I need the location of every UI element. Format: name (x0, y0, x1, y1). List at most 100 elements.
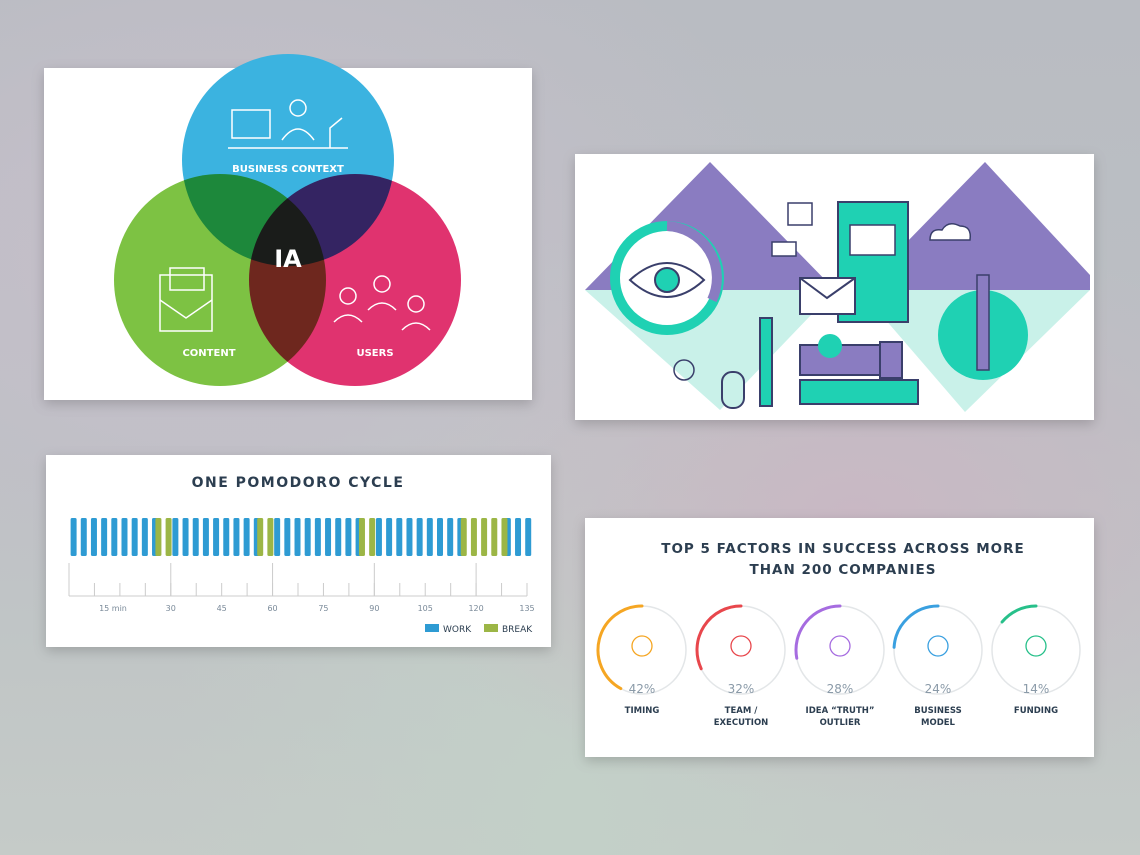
stripe (267, 518, 274, 556)
legend-label: BREAK (502, 625, 533, 635)
x-tick-label: 45 (217, 604, 227, 613)
stripe (396, 518, 403, 556)
segment (257, 518, 274, 556)
legend-swatch (425, 624, 439, 632)
stripe (515, 518, 522, 556)
stripe (213, 518, 220, 556)
stripe (304, 518, 311, 556)
stripe (358, 518, 365, 556)
value-label: 32% (728, 682, 755, 696)
ring-arc (892, 604, 940, 649)
stripe (501, 518, 508, 556)
stripe (155, 518, 162, 556)
stripe (192, 518, 199, 556)
stripe (111, 518, 118, 556)
chart-title: ONE POMODORO CYCLE (192, 475, 405, 491)
x-tick-label: 135 (519, 604, 534, 613)
stripe (369, 518, 376, 556)
segment (155, 518, 172, 556)
stripe (525, 518, 532, 556)
category-label: FUNDING (1013, 706, 1059, 716)
legend-swatch (484, 624, 498, 632)
legend-label: WORK (443, 625, 472, 635)
stripe (223, 518, 230, 556)
value-label: 14% (1023, 682, 1050, 696)
ring-icon (730, 635, 752, 657)
stripe (101, 518, 108, 556)
segment (504, 518, 532, 556)
venn-label: USERS (356, 348, 393, 359)
stripe (314, 518, 321, 556)
x-tick-label: 30 (166, 604, 176, 613)
stripe (375, 518, 382, 556)
category-label: TEAM / EXECUTION (713, 706, 769, 728)
stripe (491, 518, 498, 556)
x-tick-label: 90 (369, 604, 379, 613)
stripe (481, 518, 488, 556)
venn-circle (249, 174, 461, 386)
venn-label: BUSINESS CONTEXT (232, 164, 344, 175)
stripe (335, 518, 342, 556)
stripe (121, 518, 128, 556)
stripe (131, 518, 138, 556)
stripe (70, 518, 77, 556)
category-label: TIMING (624, 706, 660, 716)
stripe (437, 518, 443, 556)
stripe (141, 518, 148, 556)
ring-icon (631, 635, 653, 657)
category-label: IDEA “TRUTH” OUTLIER (805, 706, 875, 728)
stripe (233, 518, 240, 556)
x-tick-label: 15 min (99, 604, 127, 613)
stripe (202, 518, 209, 556)
value-label: 24% (925, 682, 952, 696)
ring-arc (695, 604, 743, 671)
stripe (426, 518, 433, 556)
segment (358, 518, 376, 556)
stripe (325, 518, 332, 556)
stripe (80, 518, 87, 556)
venn-label: CONTENT (182, 348, 235, 359)
ring-arc (794, 604, 842, 660)
stripe (172, 518, 179, 556)
stripe (345, 518, 352, 556)
stripe (460, 518, 467, 556)
segment (172, 518, 260, 556)
ring-icon (1025, 635, 1047, 657)
illustration (585, 162, 1090, 412)
stripe (274, 518, 281, 556)
stripe (416, 518, 423, 556)
stripe (447, 518, 454, 556)
value-label: 42% (629, 682, 656, 696)
ring-icon (927, 635, 949, 657)
stripe (470, 518, 477, 556)
stripe (257, 518, 264, 556)
segment (274, 518, 362, 556)
segment (460, 518, 508, 556)
stripe (294, 518, 301, 556)
venn-center: IA (274, 245, 302, 273)
category-label: BUSINESS MODEL (914, 706, 962, 728)
x-tick-label: 75 (318, 604, 328, 613)
stripe (386, 518, 393, 556)
chart-title: TOP 5 FACTORS IN SUCCESS ACROSS MORE THA… (661, 541, 1025, 578)
venn (114, 54, 461, 386)
x-tick-label: 60 (267, 604, 277, 613)
ring-arc (1000, 604, 1038, 624)
stripe (182, 518, 189, 556)
stripe (90, 518, 97, 556)
value-label: 28% (827, 682, 854, 696)
segment (70, 518, 159, 556)
stripe (165, 518, 172, 556)
stripe (284, 518, 291, 556)
venn-icons (159, 99, 431, 332)
segment (375, 518, 464, 556)
ring-arc (596, 604, 644, 691)
x-tick-label: 105 (418, 604, 433, 613)
stripe (406, 518, 413, 556)
stripe (243, 518, 250, 556)
ring-icon (829, 635, 851, 657)
factors-card (585, 518, 1094, 757)
x-tick-label: 120 (468, 604, 483, 613)
